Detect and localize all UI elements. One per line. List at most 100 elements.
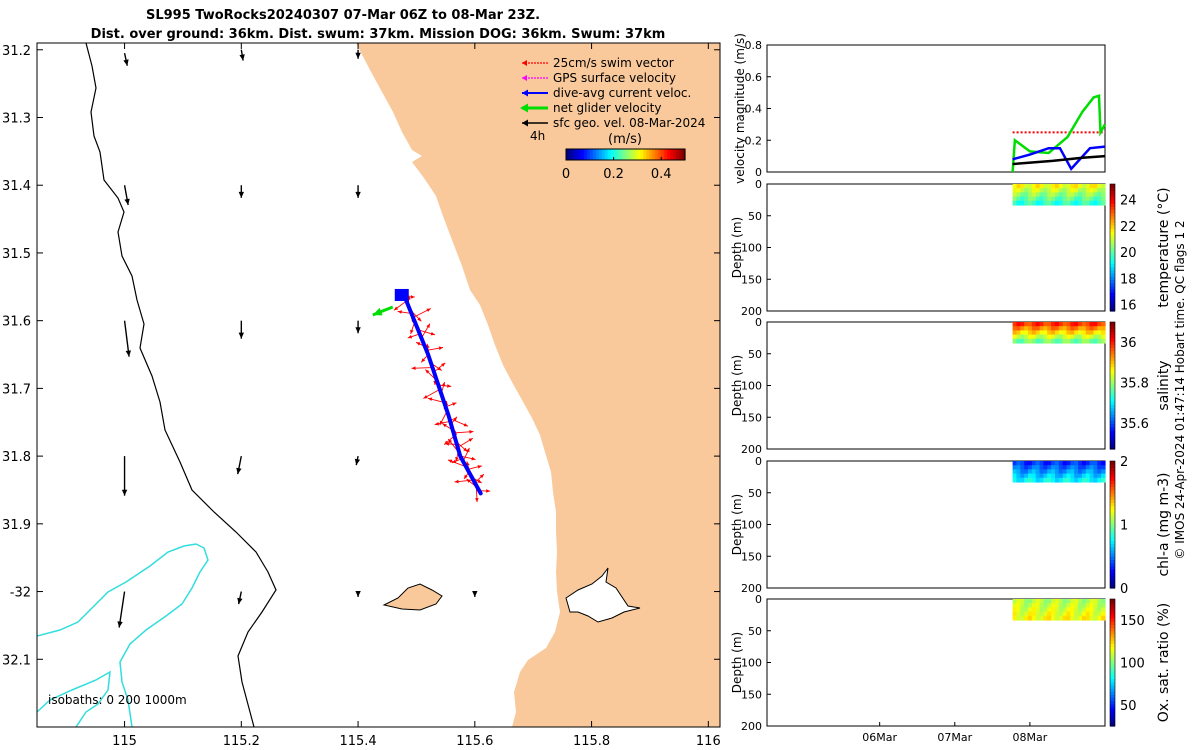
colorbar-cell [607,149,612,160]
oxygen-cell [1031,615,1037,621]
chla-cell [1062,473,1068,479]
temperature-cell [1101,192,1106,198]
salinity-cell [1031,330,1037,336]
temperature-cell [1020,200,1025,206]
chla-cell [1047,477,1052,483]
temperature-cell [1039,196,1045,202]
temperature-y-tick-label: 200 [741,305,762,318]
salinity-cell [1024,338,1029,344]
swim-vector-head [407,334,413,339]
temperature-cell [1012,188,1018,193]
chla-cell [1031,461,1037,466]
oxygen-cell [1078,599,1083,604]
chla-cell [1012,461,1018,466]
oxygen-cell [1066,603,1071,608]
chla-cell [1012,477,1018,483]
temperature-cell [1085,192,1091,198]
temperature-cell [1078,188,1083,193]
salinity-cell [1012,330,1018,336]
oxygen-cell [1031,603,1037,608]
temperature-cell [1058,184,1064,189]
temperature-cell [1081,192,1087,198]
chla-cell [1058,469,1064,475]
oxygen-cell [1089,603,1095,608]
colorbar-cell [601,149,606,160]
chla-cell [1024,461,1029,466]
chla-cell [1074,473,1079,479]
oxygen-cbar-cell [1110,722,1115,727]
oxygen-cell [1035,607,1041,613]
oxygen-cbar-cell [1110,678,1115,683]
map-x-tick-label: 116 [696,734,721,749]
salinity-cbar-cell [1110,401,1115,406]
temperature-cell [1039,192,1045,198]
temperature-cell [1066,184,1071,189]
salinity-cell [1066,330,1071,336]
oxygen-cell [1085,615,1091,621]
oxygen-cbar-cell [1110,694,1115,699]
chla-cell [1051,469,1056,475]
temperature-cell [1039,200,1045,206]
oxygen-cbar-cell [1110,662,1115,667]
chla-cell [1066,473,1071,479]
chla-cell [1058,477,1064,483]
chla-cbar-cell [1110,518,1115,522]
chla-cell [1078,477,1083,483]
time-step-label: 4h [530,129,545,143]
oxygen-cell [1024,607,1029,613]
chla-cell [1074,477,1079,483]
swim-vector-head [410,295,415,299]
salinity-cbar-cell [1110,366,1115,371]
chla-cell [1101,465,1106,470]
chla-cbar-cell [1110,489,1115,494]
chla-cell [1039,477,1045,483]
salinity-cell [1039,330,1045,336]
oxygen-cell [1089,615,1095,621]
salinity-cell [1028,330,1033,336]
salinity-y-tick-label: 0 [755,316,762,329]
oxygen-cbar-cell [1110,697,1115,702]
chla-cell [1062,477,1068,483]
oxygen-cell [1070,599,1075,604]
chla-cell [1035,465,1041,470]
salinity-cbar-cell [1110,369,1115,374]
temperature-cell [1078,200,1083,206]
velocity-y-tick-label: 0.2 [745,134,763,147]
map-x-tick-label: 115.4 [339,734,376,749]
salinity-cell [1054,326,1060,331]
salinity-cell [1012,338,1018,344]
chla-cell [1024,477,1029,483]
chla-cell [1085,461,1091,466]
colorbar-cell [646,149,650,160]
chla-cell [1031,469,1037,475]
oxygen-cell [1074,607,1079,613]
chla-cell [1020,477,1025,483]
chla-cbar-cell [1110,584,1115,589]
salinity-cbar-cell [1110,395,1115,399]
oxygen-cell [1085,611,1091,617]
salinity-cbar-tick-label: 36 [1120,336,1137,351]
temperature-cell [1020,184,1025,189]
colorbar-title: (m/s) [608,132,642,147]
oxygen-cbar-cell [1110,630,1115,635]
salinity-cell [1101,334,1106,340]
temperature-cbar-cell [1110,282,1115,287]
salinity-cell [1070,338,1075,344]
salinity-cell [1051,322,1056,327]
oxygen-cell [1047,603,1052,608]
chla-cell [1020,465,1025,470]
temperature-cell [1024,200,1029,206]
temperature-cell [1016,200,1021,206]
salinity-cbar-cell [1110,398,1115,402]
velocity-frame [766,44,1106,173]
swim-vector-head [466,478,471,483]
chla-cbar-tick-label: 2 [1120,455,1128,470]
chla-cbar-cell [1110,565,1115,570]
temperature-cell [1058,196,1064,202]
chla-cell [1035,469,1041,475]
salinity-cbar-cell [1110,429,1115,434]
chla-cell [1066,469,1071,475]
colorbar-cell [664,149,668,160]
salinity-cell [1035,334,1041,340]
temperature-cell [1097,192,1102,198]
